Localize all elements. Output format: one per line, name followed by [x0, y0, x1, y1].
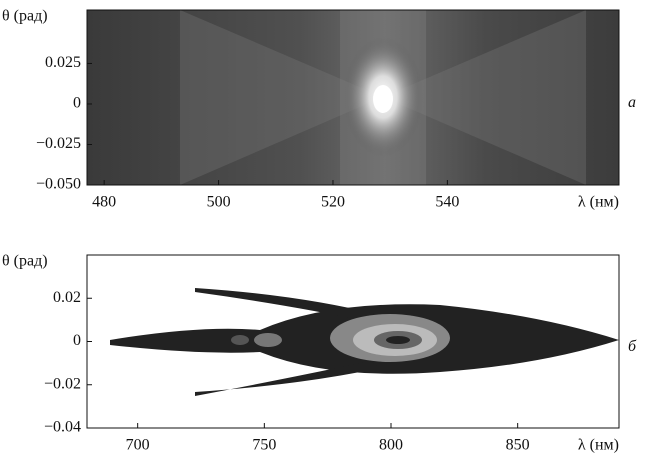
x-tick-label: 850: [506, 437, 530, 454]
contour-image: [110, 288, 619, 396]
x-tick-label: 750: [252, 437, 276, 454]
x-axis-label: λ (нм): [578, 437, 619, 454]
y-tick-label: 0: [73, 95, 81, 112]
x-tick-label: 540: [435, 194, 459, 211]
y-tick-label: −0.050: [36, 176, 81, 193]
x-tick-label: 800: [379, 437, 403, 454]
panel-label: а: [628, 94, 636, 111]
panel-label: б: [628, 338, 637, 355]
y-axis-label: θ (рад): [2, 253, 48, 270]
y-tick-label: −0.02: [44, 375, 81, 392]
y-tick-label: 0: [73, 332, 81, 349]
y-tick-label: −0.04: [44, 419, 81, 436]
x-tick-label: 520: [321, 194, 345, 211]
x-axis-label: λ (нм): [578, 194, 619, 211]
y-tick-label: 0.02: [53, 289, 81, 306]
y-tick-label: 0.025: [45, 54, 81, 71]
y-axis-label: θ (рад): [2, 8, 48, 25]
figure: 480 500 520 540 −0.050 −0.025 0 0.025 θ (рад) λ (…: [0, 0, 651, 463]
x-tick-label: 700: [126, 437, 150, 454]
x-tick-label: 500: [207, 194, 231, 211]
spectrum-image: [87, 10, 619, 185]
x-tick-label: 480: [92, 194, 116, 211]
y-tick-label: −0.025: [36, 135, 81, 152]
